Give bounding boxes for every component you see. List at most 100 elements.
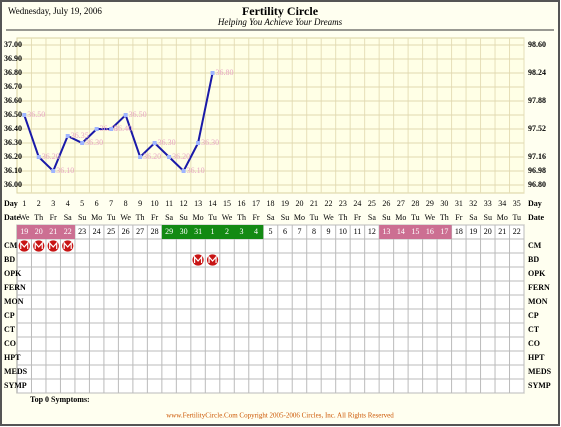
y2-tick-label: 97.52 — [528, 124, 546, 133]
row-icon — [17, 239, 31, 253]
y-tick-label: 36.00 — [4, 180, 22, 189]
date: 26 — [122, 227, 130, 236]
temperature-point — [210, 71, 215, 75]
y2-tick-label: 97.16 — [528, 152, 546, 161]
weekday: Tu — [107, 213, 116, 222]
row-label: FERN — [528, 283, 550, 292]
y-tick-label: 36.30 — [4, 138, 22, 147]
value-label: 36.40 — [100, 124, 118, 133]
icon-circle — [32, 239, 46, 253]
date: 20 — [35, 227, 43, 236]
row-label: MEDS — [4, 367, 28, 376]
x-tick-label: 25 — [368, 199, 376, 208]
weekday: Sa — [368, 213, 376, 222]
row-label: MEDS — [528, 367, 552, 376]
temperature-line — [23, 72, 214, 173]
date: 10 — [339, 227, 347, 236]
weekday: Tu — [411, 213, 420, 222]
date: 7 — [297, 227, 301, 236]
value-label: 36.20 — [143, 152, 161, 161]
row-icon — [32, 239, 46, 253]
icon-circle — [61, 239, 75, 253]
x-tick-label: 12 — [180, 199, 188, 208]
date: 24 — [93, 227, 101, 236]
weekday: Tu — [208, 213, 217, 222]
date: 12 — [368, 227, 376, 236]
date: 19 — [20, 227, 28, 236]
date: 20 — [484, 227, 492, 236]
date: 30 — [180, 227, 188, 236]
title: Fertility Circle — [242, 4, 319, 18]
date: 31 — [194, 227, 202, 236]
date: 1 — [211, 227, 215, 236]
x-tick-label: 6 — [95, 199, 99, 208]
date: 6 — [283, 227, 287, 236]
date: 3 — [240, 227, 244, 236]
x-tick-label: 19 — [281, 199, 289, 208]
copyright: www.FertilityCircle.Com Copyright 2005-2… — [166, 412, 394, 420]
x-tick-label: 1 — [22, 199, 26, 208]
x-tick-label: 16 — [238, 199, 246, 208]
weekday: We — [19, 213, 30, 222]
y-tick-label: 36.70 — [4, 82, 22, 91]
icon-circle — [46, 239, 60, 253]
y2-tick-label: 96.98 — [528, 166, 546, 175]
row-label: CP — [4, 311, 15, 320]
y2-tick-label: 96.80 — [528, 180, 546, 189]
date: Wednesday, July 19, 2006 — [8, 6, 102, 16]
temperature-point — [123, 113, 128, 117]
x-tick-label: 4 — [66, 199, 70, 208]
temperature-point — [80, 141, 85, 145]
weekday: Tu — [310, 213, 319, 222]
weekday: Fr — [455, 213, 462, 222]
x-tick-label: 2 — [37, 199, 41, 208]
x-tick-label: 10 — [151, 199, 159, 208]
date: 11 — [354, 227, 362, 236]
x-tick-label: 8 — [124, 199, 128, 208]
temperature-point — [167, 155, 172, 159]
value-label: 36.30 — [201, 138, 219, 147]
temperature-point — [36, 155, 41, 159]
icon-circle — [17, 239, 31, 253]
row-label: CO — [4, 339, 16, 348]
x-tick-label: 28 — [411, 199, 419, 208]
temperature-point — [51, 169, 56, 173]
temperature-point — [181, 169, 186, 173]
temperature-point — [65, 134, 70, 138]
date-label: Date — [4, 213, 20, 222]
row-label: HPT — [4, 353, 21, 362]
x-tick-label: 32 — [469, 199, 477, 208]
temperature-point — [152, 141, 157, 145]
row-label: SYMP — [528, 381, 551, 390]
weekday: We — [323, 213, 334, 222]
x-tick-label: 23 — [339, 199, 347, 208]
row-label: HPT — [528, 353, 545, 362]
weekday: Mo — [395, 213, 406, 222]
icon-glyph — [193, 255, 203, 263]
x-tick-label: 21 — [310, 199, 318, 208]
weekday: Tu — [512, 213, 521, 222]
x-tick-label: 22 — [324, 199, 332, 208]
date: 21 — [498, 227, 506, 236]
weekday: Su — [484, 213, 492, 222]
date-highlight — [161, 225, 264, 239]
x-tick-label: 17 — [252, 199, 260, 208]
row-label: MON — [528, 297, 548, 306]
date: 8 — [312, 227, 316, 236]
weekday: Fr — [50, 213, 57, 222]
x-tick-label: 27 — [397, 199, 405, 208]
weekday: Th — [440, 213, 449, 222]
x-tick-label: 13 — [194, 199, 202, 208]
icon-glyph — [49, 241, 58, 249]
weekday: Mo — [497, 213, 508, 222]
x-tick-label: 35 — [513, 199, 521, 208]
date: 16 — [426, 227, 434, 236]
date: 21 — [49, 227, 57, 236]
date: 14 — [397, 227, 405, 236]
date: 15 — [411, 227, 419, 236]
value-label: 36.80 — [216, 68, 234, 77]
weekday: Sa — [165, 213, 173, 222]
x-tick-label: 14 — [209, 199, 217, 208]
x-tick-label: 31 — [455, 199, 463, 208]
x-tick-label: 33 — [484, 199, 492, 208]
